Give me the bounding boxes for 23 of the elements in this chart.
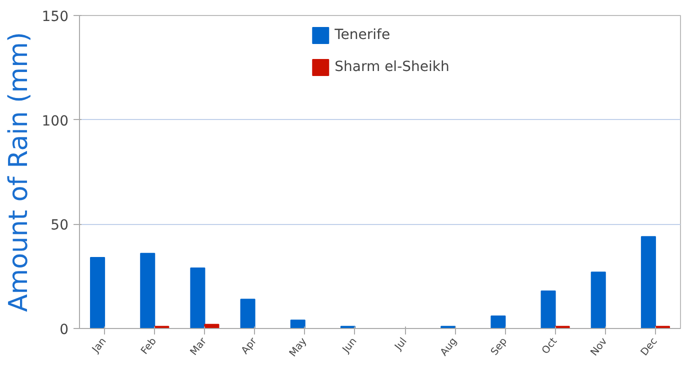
bar <box>240 298 256 328</box>
y-tick-label: 150 <box>42 9 69 25</box>
legend-label: Sharm el-Sheikh <box>334 59 450 75</box>
bar <box>640 236 656 328</box>
bar <box>90 257 106 328</box>
x-tick-label: Jun <box>340 336 360 356</box>
bar <box>590 272 606 328</box>
x-tick-label: Sep <box>489 336 510 358</box>
x-tick-label: Feb <box>139 336 159 357</box>
bar <box>490 315 506 328</box>
x-tick-label: Oct <box>540 336 560 356</box>
y-tick-label: 100 <box>42 113 69 130</box>
x-tick-label: Apr <box>240 335 260 356</box>
x-tick-label: Jul <box>392 336 410 354</box>
bar <box>290 320 306 328</box>
legend-label: Tenerife <box>334 27 390 43</box>
bar <box>190 267 206 328</box>
y-tick-label: 50 <box>50 218 69 234</box>
x-tick-label: Jan <box>90 336 109 356</box>
y-tick-label: 0 <box>60 322 69 338</box>
y-axis-title: Amount of Rain (mm) <box>4 32 34 312</box>
bar <box>140 252 156 328</box>
bar <box>540 290 556 328</box>
